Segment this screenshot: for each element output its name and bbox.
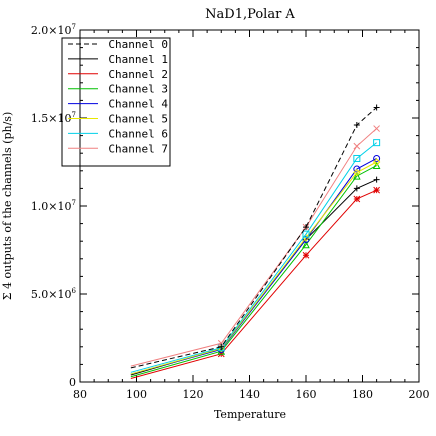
data-point — [373, 186, 380, 194]
series-line — [130, 158, 377, 375]
data-point — [302, 235, 310, 243]
x-tick-label: 120 — [183, 388, 204, 401]
legend: Channel 0 Channel 1 Channel 2 Channel 3 Chan… — [61, 37, 171, 167]
y-tick-label: 1.0×107 — [31, 199, 76, 213]
series-layer — [130, 104, 381, 379]
series-line — [130, 128, 377, 367]
data-point — [353, 195, 361, 203]
x-tick-label: 80 — [73, 388, 87, 401]
legend-label: Channel 5 — [108, 113, 168, 126]
series-line — [130, 107, 377, 369]
series-channel-1 — [130, 176, 380, 376]
data-point — [373, 104, 380, 111]
series-channel-4 — [130, 154, 381, 375]
data-point — [302, 230, 310, 238]
x-tick-label: 200 — [409, 388, 430, 401]
x-tick-label: 140 — [239, 388, 260, 401]
legend-label: Channel 3 — [108, 83, 168, 96]
y-axis: 0 5.0×106 1.0×107 1.5×107 2.0×107 — [31, 23, 419, 389]
x-tick-label: 160 — [296, 388, 317, 401]
chart-title: NaD1,Polar A — [205, 7, 295, 22]
x-axis-label: Temperature — [214, 408, 286, 421]
series-channel-2 — [130, 186, 380, 379]
data-point — [218, 343, 225, 350]
x-tick-label: 180 — [352, 388, 373, 401]
legend-frame — [61, 37, 171, 167]
data-point — [353, 122, 360, 129]
y-tick-label: 1.5×107 — [31, 111, 76, 125]
series-line — [130, 161, 377, 375]
data-point — [353, 142, 361, 150]
series-channel-0 — [130, 104, 380, 369]
data-point — [217, 339, 225, 347]
data-point — [353, 168, 361, 177]
data-point — [373, 139, 381, 147]
data-point — [303, 224, 309, 231]
data-point — [302, 251, 310, 259]
legend-label: Channel 7 — [108, 142, 168, 155]
x-tick-label: 100 — [126, 388, 147, 401]
data-point — [372, 161, 381, 170]
legend-label: Channel 1 — [108, 53, 168, 66]
series-line — [130, 165, 377, 378]
y-tick-label: 5.0×106 — [31, 287, 77, 301]
data-point — [373, 176, 380, 183]
y-tick-label: 2.0×107 — [31, 23, 76, 37]
series-line — [130, 189, 377, 379]
series-channel-5 — [130, 158, 381, 375]
legend-label: Channel 4 — [108, 98, 168, 111]
y-tick-label: 0 — [69, 376, 76, 389]
legend-label: Channel 0 — [108, 38, 168, 51]
data-point — [353, 154, 361, 162]
series-channel-7 — [130, 125, 380, 367]
data-point — [373, 125, 380, 132]
data-point — [353, 185, 360, 192]
legend-label: Channel 2 — [108, 68, 168, 81]
data-point — [372, 158, 381, 166]
series-channel-6 — [130, 139, 381, 373]
y-axis-label: Σ 4 outputs of the channels (ph/s) — [1, 112, 14, 301]
series-channel-3 — [130, 161, 381, 378]
data-point — [353, 171, 361, 180]
x-axis: 80 100 120 140 160 180 200 — [73, 30, 430, 401]
series-line — [130, 142, 377, 373]
series-line — [130, 179, 377, 376]
data-point — [373, 154, 381, 162]
data-point — [217, 347, 226, 355]
data-point — [302, 240, 310, 249]
legend-label: Channel 6 — [108, 127, 168, 140]
